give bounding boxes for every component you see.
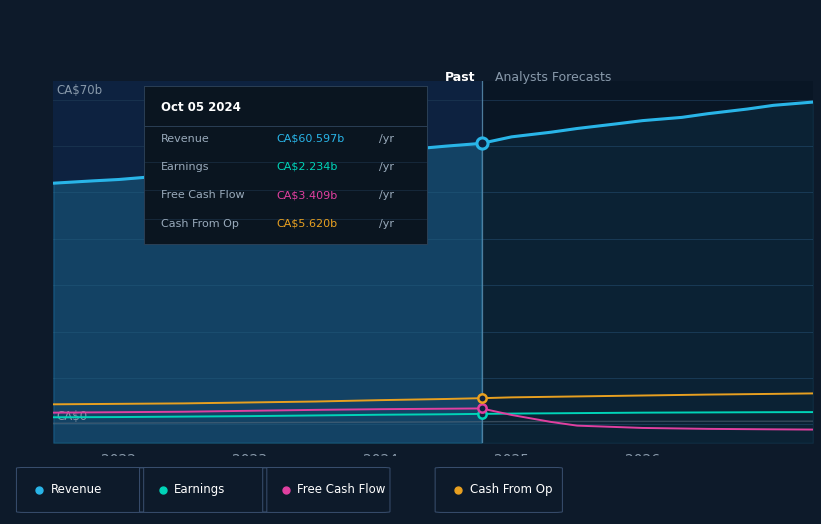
Text: Oct 05 2024: Oct 05 2024 xyxy=(161,101,241,114)
Text: Earnings: Earnings xyxy=(161,162,209,172)
Text: /yr: /yr xyxy=(378,219,394,228)
Text: CA$3.409b: CA$3.409b xyxy=(277,190,338,200)
Text: Past: Past xyxy=(444,71,475,83)
Text: /yr: /yr xyxy=(378,134,394,144)
Text: Analysts Forecasts: Analysts Forecasts xyxy=(494,71,611,83)
Text: Revenue: Revenue xyxy=(161,134,209,144)
Text: CA$60.597b: CA$60.597b xyxy=(277,134,345,144)
Text: Free Cash Flow: Free Cash Flow xyxy=(297,484,386,496)
Text: Cash From Op: Cash From Op xyxy=(470,484,552,496)
Text: CA$70b: CA$70b xyxy=(56,84,102,97)
Text: Cash From Op: Cash From Op xyxy=(161,219,239,228)
Bar xyxy=(53,81,482,443)
Text: Earnings: Earnings xyxy=(174,484,226,496)
Text: CA$5.620b: CA$5.620b xyxy=(277,219,338,228)
Text: CA$0: CA$0 xyxy=(56,410,87,423)
Text: /yr: /yr xyxy=(378,162,394,172)
Text: Free Cash Flow: Free Cash Flow xyxy=(161,190,245,200)
Text: Revenue: Revenue xyxy=(51,484,103,496)
Text: CA$2.234b: CA$2.234b xyxy=(277,162,338,172)
Bar xyxy=(482,81,813,443)
Text: /yr: /yr xyxy=(378,190,394,200)
